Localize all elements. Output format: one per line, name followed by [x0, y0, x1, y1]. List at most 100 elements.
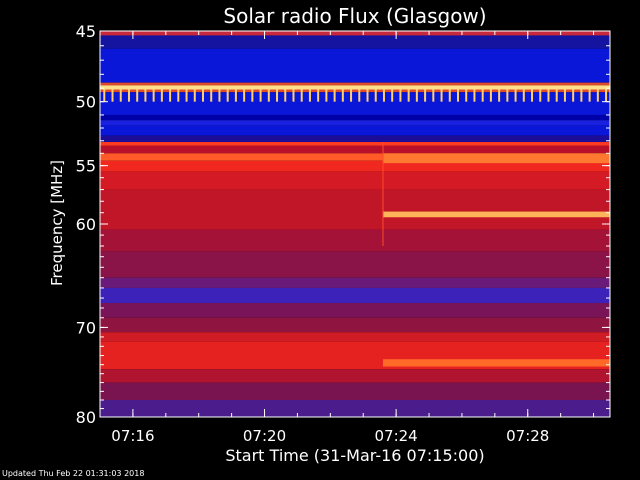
periodic-spike: [292, 89, 295, 102]
periodic-spike: [325, 89, 328, 102]
periodic-spike: [440, 89, 443, 102]
x-axis: 07:16 07:20 07:24 07:28: [99, 31, 595, 445]
frequency-band: [100, 332, 610, 342]
periodic-spike: [489, 89, 492, 102]
frequency-band: [100, 31, 610, 36]
periodic-spike: [358, 89, 361, 102]
periodic-spike: [103, 89, 106, 102]
frequency-band: [100, 153, 610, 161]
periodic-spike: [531, 89, 534, 102]
chart-title: Solar radio Flux (Glasgow): [223, 4, 486, 28]
y-tick-label: 70: [76, 318, 96, 337]
periodic-spike: [111, 89, 114, 102]
periodic-spike: [136, 89, 139, 102]
periodic-spike: [522, 89, 525, 102]
periodic-spike: [498, 89, 501, 102]
y-axis-label-unit: [MHz]: [48, 160, 66, 204]
periodic-spike: [300, 89, 303, 102]
periodic-spike: [415, 89, 418, 102]
frequency-band: [100, 145, 610, 154]
frequency-band: [100, 85, 610, 90]
periodic-spike: [284, 89, 287, 102]
y-tick-label: 55: [76, 157, 96, 176]
periodic-spike: [267, 89, 270, 102]
periodic-spike: [596, 89, 599, 102]
frequency-band: [100, 382, 610, 401]
frequency-band: [100, 229, 610, 252]
periodic-spike: [588, 89, 591, 102]
frequency-band: [100, 277, 610, 288]
frequency-band: [100, 189, 610, 230]
periodic-spike: [572, 89, 575, 102]
frequency-band: [100, 317, 610, 333]
y-tick-label: 45: [76, 22, 96, 41]
periodic-spike: [234, 89, 237, 102]
frequency-band: [100, 287, 610, 304]
periodic-spike: [226, 89, 229, 102]
x-tick-label: 07:20: [243, 427, 286, 445]
periodic-spike: [350, 89, 353, 102]
periodic-spike: [259, 89, 262, 102]
periodic-spike: [514, 89, 517, 102]
frequency-band: [100, 171, 610, 190]
y-axis-label: Frequency [MHz]: [48, 160, 66, 286]
x-tick-label: 07:28: [506, 427, 549, 445]
frequency-band: [100, 142, 610, 146]
periodic-spike: [341, 89, 344, 102]
frequency-band: [100, 35, 610, 49]
periodic-spike: [333, 89, 336, 102]
periodic-spike: [169, 89, 172, 102]
periodic-spike: [457, 89, 459, 102]
frequency-band: [100, 369, 610, 383]
periodic-spike: [317, 89, 320, 102]
y-tick-label: 50: [76, 93, 96, 112]
periodic-spike: [160, 89, 163, 102]
periodic-spike: [473, 89, 476, 102]
periodic-spike: [177, 89, 180, 102]
frequency-band: [100, 120, 610, 126]
periodic-spike: [218, 89, 221, 102]
periodic-spike: [605, 89, 608, 102]
periodic-spike: [152, 89, 155, 102]
x-axis-label: Start Time (31-Mar-16 07:15:00): [225, 446, 484, 465]
periodic-spike: [251, 89, 254, 102]
periodic-spike: [374, 89, 377, 102]
periodic-spike: [127, 89, 130, 102]
plot-area: [100, 31, 610, 417]
periodic-spike: [432, 89, 435, 102]
frequency-band: [100, 82, 610, 86]
frequency-band: [100, 125, 610, 136]
periodic-spike: [193, 89, 196, 102]
periodic-spike: [366, 89, 369, 102]
x-tick-label: 07:16: [111, 427, 154, 445]
periodic-spike: [119, 89, 122, 102]
periodic-spike: [144, 89, 147, 102]
frequency-band: [100, 114, 610, 121]
frequency-band: [100, 135, 610, 143]
updated-timestamp: Updated Thu Feb 22 01:31:03 2018: [2, 469, 145, 478]
periodic-spike: [382, 89, 385, 102]
frequency-band: [100, 303, 610, 318]
periodic-spike: [481, 89, 484, 102]
periodic-spike: [185, 89, 188, 102]
y-tick-label: 80: [76, 408, 96, 427]
periodic-spike: [580, 89, 583, 102]
periodic-spike: [465, 89, 468, 102]
x-tick-label: 07:24: [375, 427, 418, 445]
periodic-spike: [424, 89, 427, 102]
periodic-spike: [308, 89, 311, 102]
frequency-band: [100, 89, 610, 93]
y-axis: 45 50 55 60 70 80: [76, 22, 610, 427]
periodic-spike: [448, 89, 451, 102]
periodic-spike: [399, 89, 402, 102]
frequency-band: [100, 160, 610, 172]
periodic-spike: [555, 89, 558, 102]
frequency-band: [100, 92, 610, 115]
periodic-spike: [210, 89, 213, 102]
periodic-spike: [506, 89, 509, 102]
y-tick-label: 60: [76, 215, 96, 234]
periodic-spike: [243, 89, 246, 102]
frequency-band: [100, 251, 610, 278]
periodic-spike: [391, 89, 394, 102]
